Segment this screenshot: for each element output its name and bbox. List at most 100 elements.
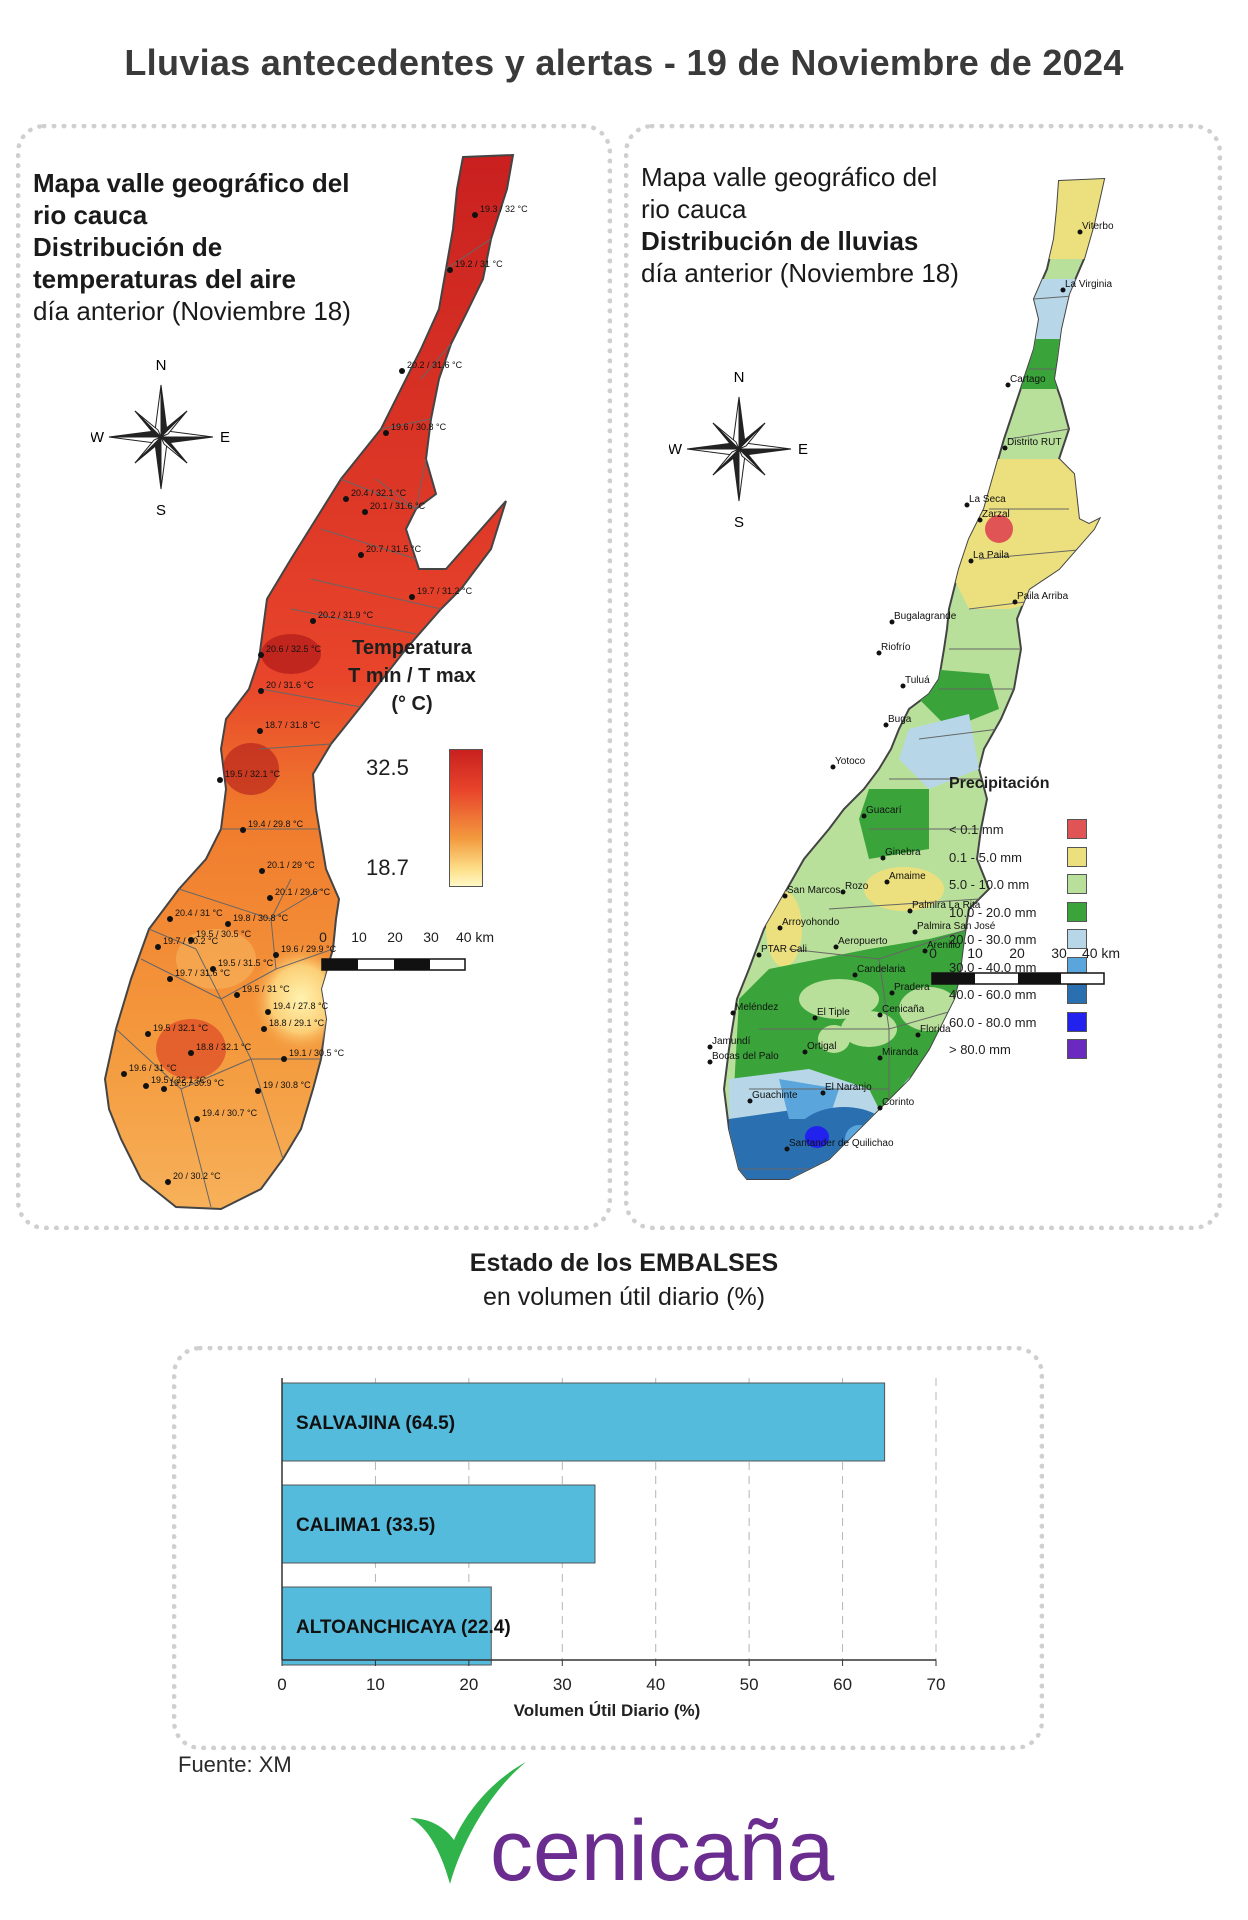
leaf-check-icon bbox=[410, 1762, 526, 1884]
place-label: Tuluá bbox=[905, 675, 930, 686]
place-label: El Naranjo bbox=[825, 1082, 872, 1093]
rainfall-scale-labels: 0 10 20 30 40 km bbox=[929, 945, 1120, 965]
station-marker bbox=[409, 594, 415, 600]
place-marker bbox=[707, 1059, 713, 1065]
compass-rose-icon: N S E W bbox=[91, 357, 230, 517]
place-marker bbox=[876, 650, 882, 656]
scale-tick-20: 20 bbox=[387, 929, 403, 945]
reservoir-bar bbox=[281, 1484, 596, 1564]
station-label: 19.1 / 30.5 °C bbox=[289, 1048, 345, 1058]
place-label: Viterbo bbox=[1082, 221, 1114, 232]
station-marker bbox=[143, 1083, 149, 1089]
place-label: Candelaria bbox=[857, 964, 906, 975]
compass-s: S bbox=[156, 502, 166, 517]
place-label: PTAR Cali bbox=[761, 944, 807, 955]
place-marker bbox=[900, 683, 906, 689]
chart-tick-label: 30 bbox=[553, 1675, 572, 1694]
temperature-stations: 19.3 / 32 °C 19.2 / 31 °C 20.2 / 31.6 °C 19… bbox=[121, 204, 528, 1185]
scale-tick-0: 0 bbox=[319, 929, 327, 945]
station-label: 20.6 / 32.5 °C bbox=[266, 644, 322, 654]
place-marker bbox=[1005, 382, 1011, 388]
reservoirs-chart-panel bbox=[172, 1346, 1044, 1750]
place-marker bbox=[852, 972, 858, 978]
station-marker bbox=[265, 1009, 271, 1015]
station-marker bbox=[167, 976, 173, 982]
place-label: Ortigal bbox=[807, 1041, 836, 1052]
station-marker bbox=[225, 921, 231, 927]
source-note: Fuente: XM bbox=[178, 1752, 292, 1777]
station-label: 19.7 / 31.6 °C bbox=[175, 968, 231, 978]
station-marker bbox=[210, 966, 216, 972]
scale-tick-40: 40 km bbox=[1081, 945, 1121, 961]
place-marker bbox=[840, 889, 846, 895]
cenicana-logo: cenicaña bbox=[410, 1762, 834, 1899]
place-label: Arroyohondo bbox=[782, 917, 840, 928]
station-label: 18.7 / 31.8 °C bbox=[265, 720, 321, 730]
temperature-title-line1: Mapa valle geográfico del bbox=[33, 168, 350, 198]
place-marker bbox=[833, 944, 839, 950]
precipitation-legend-label: 0.1 - 5.0 mm bbox=[949, 849, 1022, 865]
place-label: Palmira La Rita bbox=[912, 900, 981, 911]
place-label: Corinto bbox=[882, 1097, 915, 1108]
station-marker bbox=[399, 368, 405, 374]
station-marker bbox=[358, 552, 364, 558]
station-marker bbox=[188, 937, 194, 943]
station-label: 20.1 / 29.6 °C bbox=[275, 887, 331, 897]
precipitation-legend-label: 5.0 - 10.0 mm bbox=[949, 877, 1030, 892]
rainfall-subtitle: día anterior (Noviembre 18) bbox=[641, 258, 959, 288]
place-marker bbox=[915, 1032, 921, 1038]
station-label: 20.4 / 32.1 °C bbox=[351, 488, 407, 498]
station-marker bbox=[167, 916, 173, 922]
station-marker bbox=[383, 430, 389, 436]
station-label: 20.7 / 31.5 °C bbox=[366, 544, 422, 554]
temperature-map: 19.3 / 32 °C 19.2 / 31 °C 20.2 / 31.6 °C 19… bbox=[104, 154, 528, 1210]
chart-tick-label: 40 bbox=[646, 1675, 665, 1694]
place-label: Distrito RUT bbox=[1007, 437, 1061, 448]
temperature-map-title: Mapa valle geográfico del rio cauca Dist… bbox=[33, 167, 393, 327]
place-label: Pradera bbox=[894, 982, 930, 993]
chart-tick-label: 10 bbox=[366, 1675, 385, 1694]
station-label: 20.4 / 31 °C bbox=[175, 908, 223, 918]
place-label: Zarzal bbox=[982, 509, 1010, 520]
place-marker bbox=[730, 1010, 736, 1016]
station-marker bbox=[257, 728, 263, 734]
station-label: 20.1 / 29 °C bbox=[267, 860, 315, 870]
station-marker bbox=[281, 1056, 287, 1062]
station-marker bbox=[362, 509, 368, 515]
scale-tick-10: 10 bbox=[967, 945, 983, 961]
precipitation-legend-label: 30.0 - 40.0 mm bbox=[949, 959, 1037, 975]
reservoirs-title: Estado de los EMBALSES bbox=[469, 1249, 779, 1277]
place-label: Florida bbox=[920, 1024, 951, 1035]
place-label: La Seca bbox=[969, 494, 1006, 505]
place-label: Guacarí bbox=[866, 805, 902, 816]
compass-s: S bbox=[734, 514, 744, 529]
precipitation-legend-label: 20.0 - 30.0 mm bbox=[949, 932, 1037, 947]
precipitation-legend-swatch bbox=[1067, 1011, 1087, 1032]
scale-tick-30: 30 bbox=[423, 929, 439, 945]
place-marker bbox=[812, 1015, 818, 1021]
station-label: 19.5 / 32.1 °C bbox=[151, 1075, 207, 1085]
place-marker bbox=[830, 764, 836, 770]
temperature-title-line4: temperaturas del aire bbox=[33, 264, 297, 294]
place-label: El Tiple bbox=[817, 1007, 850, 1018]
station-marker bbox=[472, 212, 478, 218]
temperature-legend-line3: (° C) bbox=[391, 693, 433, 715]
precipitation-legend-label: 60.0 - 80.0 mm bbox=[949, 1014, 1037, 1030]
place-marker bbox=[1060, 287, 1066, 293]
place-marker bbox=[777, 925, 783, 931]
place-marker bbox=[877, 1105, 883, 1111]
place-marker bbox=[747, 1098, 753, 1104]
place-marker bbox=[964, 502, 970, 508]
station-marker bbox=[447, 267, 453, 273]
scale-tick-10: 10 bbox=[351, 929, 367, 945]
station-label: 19.4 / 30.7 °C bbox=[202, 1108, 258, 1118]
station-label: 19.5 / 32.1 °C bbox=[225, 769, 281, 779]
station-marker bbox=[259, 868, 265, 874]
temperature-color-scale bbox=[449, 749, 483, 887]
chart-x-axis-label: Volumen Útil Diario (%) bbox=[514, 1701, 701, 1720]
precipitation-legend-label: 40.0 - 60.0 mm bbox=[949, 987, 1037, 1002]
temperature-legend-max: 32.5 bbox=[366, 755, 409, 780]
place-marker bbox=[877, 1012, 883, 1018]
place-marker bbox=[861, 813, 867, 819]
